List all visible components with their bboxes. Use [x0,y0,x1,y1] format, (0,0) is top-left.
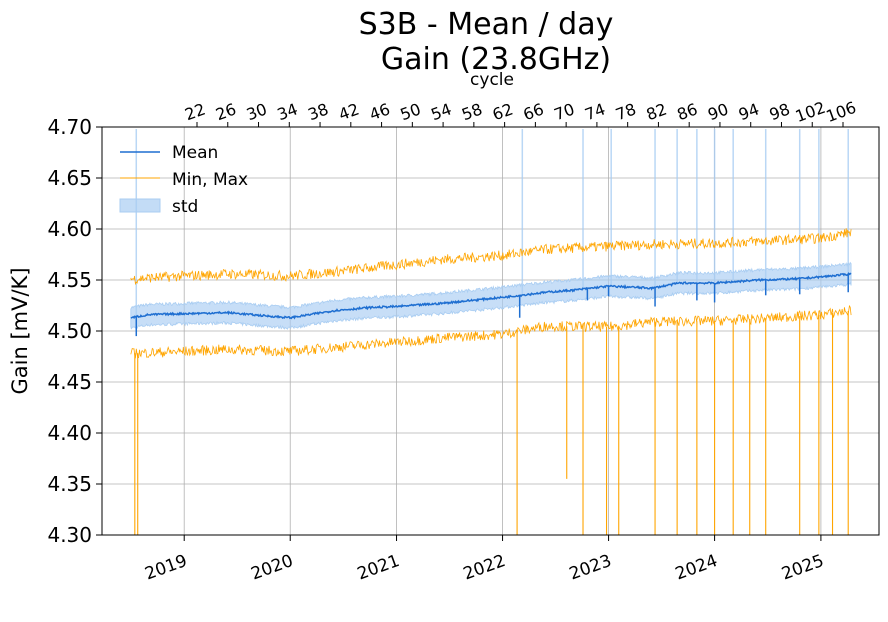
y-tick-label: 4.40 [47,421,92,445]
cycle-tick-label: 102 [793,98,828,126]
mean-line [130,272,852,337]
cycle-tick-label: 46 [367,99,393,124]
cycle-tick-label: 50 [398,99,424,124]
cycle-tick-label: 62 [490,99,516,124]
y-tick-label: 4.45 [47,370,92,394]
x-tick-label: 2022 [461,551,508,585]
x-tick-label: 2023 [567,551,614,585]
legend-minmax-label: Min, Max [172,170,248,190]
std-band-area [130,261,852,330]
legend: Mean Min, Max std [119,143,248,217]
y-tick-label: 4.35 [47,472,92,496]
cycle-tick-label: 98 [767,99,793,124]
chart-title-line1: S3B - Mean / day [359,7,614,42]
cycle-tick-label: 34 [275,99,301,124]
legend-std-label: std [172,197,198,217]
cycle-tick-label: 58 [459,99,485,124]
top-axis-label: cycle [470,70,514,90]
y-tick-label: 4.65 [47,166,92,190]
cycle-tick-label: 86 [674,99,700,124]
x-tick-label: 2019 [142,551,189,585]
legend-std-swatch [119,198,161,213]
min-line [130,304,852,359]
cycle-tick-label: 42 [336,99,362,124]
chart-title-line2: Gain (23.8GHz) [381,42,611,77]
cycle-tick-label: 74 [582,99,608,124]
x-tick-label: 2024 [673,551,720,585]
y-tick-label: 4.30 [47,523,92,547]
cycle-tick-label: 82 [644,99,670,124]
cycle-tick-label: 106 [824,98,859,126]
std-band [130,129,852,330]
cycle-tick-label: 22 [182,99,208,124]
cycle-tick-label: 66 [521,99,547,124]
y-tick-label: 4.70 [47,115,92,139]
x-axis-ticks: 2019 2020 2021 2022 2023 2024 2025 [142,535,827,585]
x-tick-label: 2020 [248,551,295,585]
max-line [130,228,852,286]
y-tick-label: 4.50 [47,319,92,343]
cycle-tick-label: 70 [551,99,577,124]
cycle-axis-ticks: 22 26 30 34 38 42 46 50 54 58 62 66 70 74 78 82 86 90 94 98… [182,98,859,127]
y-axis-ticks: 4.30 4.35 4.40 4.45 4.50 4.55 4.60 4.65 4.70 [47,115,102,547]
mean-series-line [130,272,852,320]
cycle-tick-label: 78 [613,99,639,124]
cycle-tick-label: 38 [305,99,331,124]
x-tick-label: 2021 [355,551,402,585]
legend-mean-label: Mean [172,143,218,163]
cycle-tick-label: 26 [213,99,239,124]
cycle-tick-label: 54 [428,99,454,124]
minmax-lines [130,228,852,535]
y-tick-label: 4.55 [47,268,92,292]
cycle-tick-label: 30 [244,99,270,124]
cycle-tick-label: 90 [705,99,731,124]
x-tick-label: 2025 [779,551,826,585]
y-axis-label: Gain [mV/K] [8,267,32,394]
y-tick-label: 4.60 [47,217,92,241]
cycle-tick-label: 94 [736,99,762,124]
